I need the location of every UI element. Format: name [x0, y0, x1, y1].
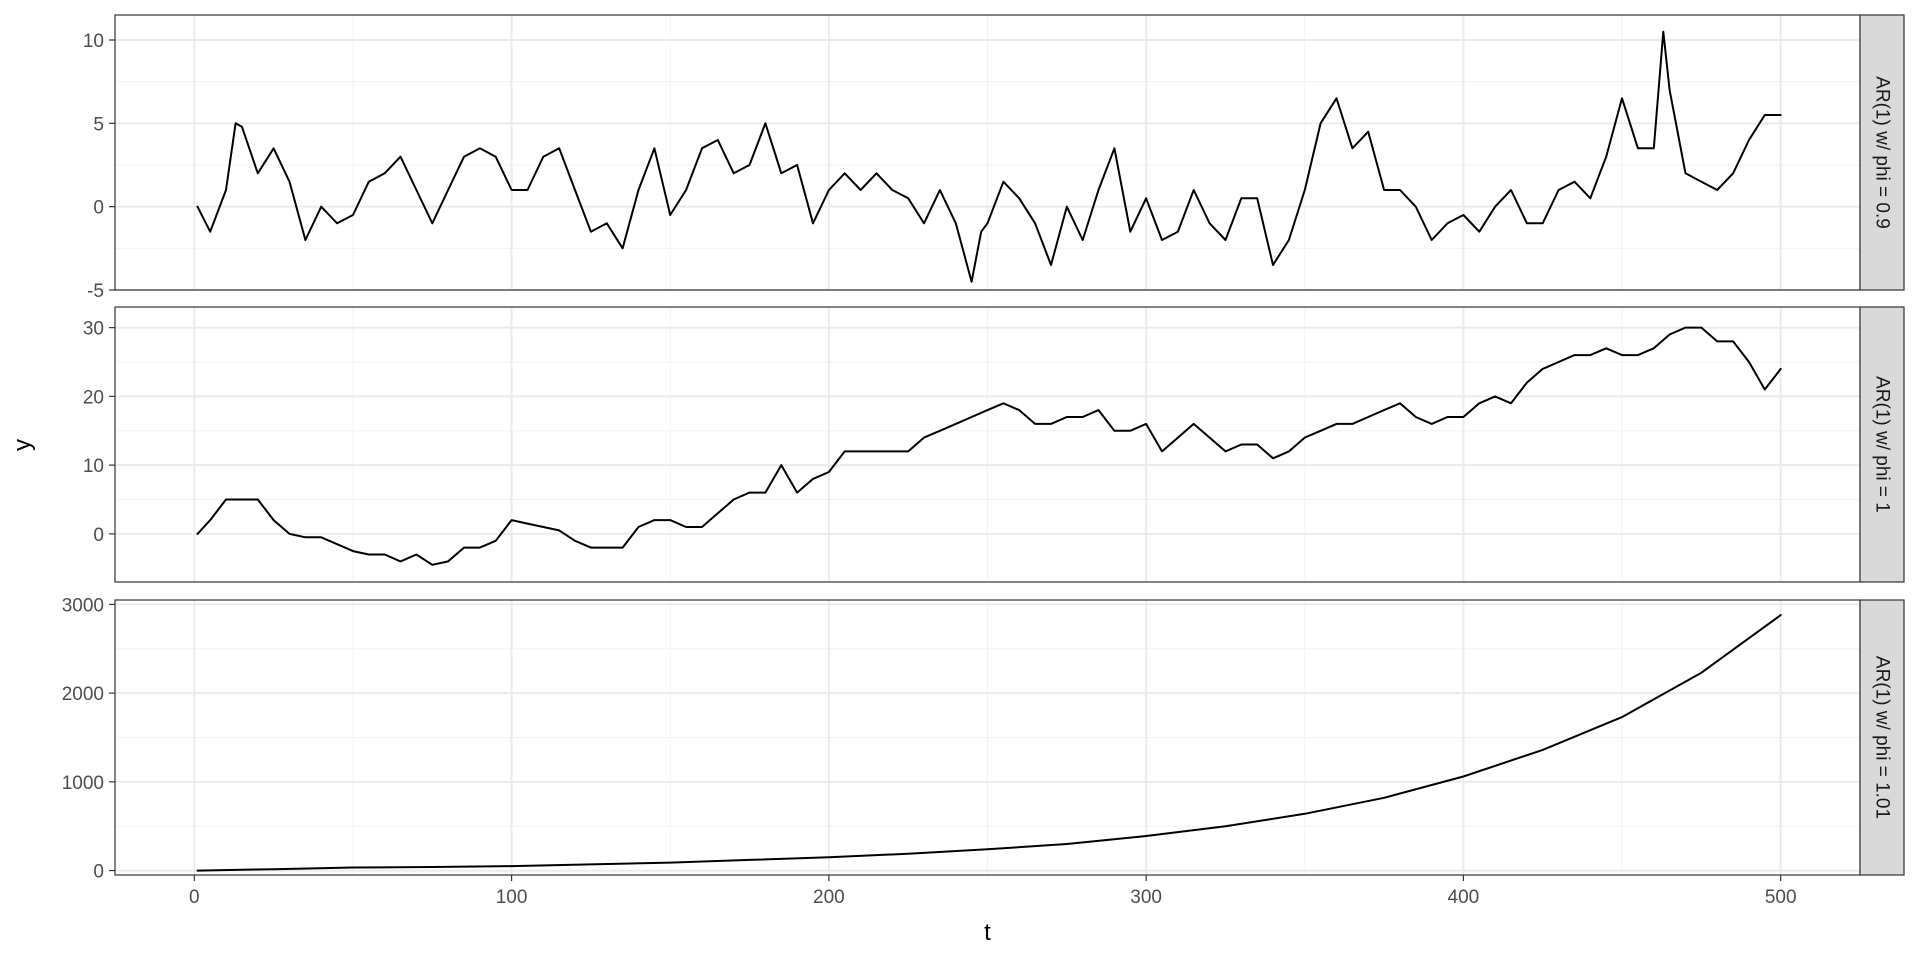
- x-tick-label: 0: [189, 887, 200, 908]
- facet-strip: [1859, 14, 1905, 291]
- y-tick-label: 0: [93, 525, 104, 546]
- y-tick-label: 0: [93, 198, 104, 219]
- panels-layer: -5 0 5 10 AR(1) w/ phi = 0.9 0 10 20 30 AR(1) w/ …: [62, 14, 1905, 908]
- facet-strip-label: AR(1) w/ phi = 1.01: [1872, 656, 1893, 819]
- series-line: [196, 614, 1782, 872]
- y-axis-title: y: [9, 439, 36, 451]
- y-tick-label: 1000: [62, 773, 104, 794]
- x-axis: 0 100 200 300 400 500: [189, 875, 1797, 908]
- facet-strip: [1859, 599, 1905, 876]
- x-tick-label: 100: [496, 887, 528, 908]
- y-tick-label: 30: [83, 319, 104, 340]
- facet-strip-label: AR(1) w/ phi = 1: [1872, 376, 1893, 513]
- x-tick-label: 200: [813, 887, 845, 908]
- y-tick-label: 20: [83, 387, 104, 408]
- x-tick-label: 400: [1448, 887, 1480, 908]
- series-line: [196, 30, 1782, 283]
- y-tick-label: 3000: [62, 595, 104, 616]
- x-tick-label: 500: [1765, 887, 1797, 908]
- y-tick-label: 0: [93, 862, 104, 883]
- y-tick-label: 10: [83, 31, 104, 52]
- panel-2: 0 10 20 30 AR(1) w/ phi = 1: [83, 306, 1905, 583]
- facet-strip: [1859, 306, 1905, 583]
- panel-3: 0 1000 2000 3000 AR(1) w/ phi = 1.01: [62, 595, 1905, 883]
- y-tick-label: 5: [93, 114, 104, 135]
- x-axis-title: t: [984, 919, 991, 946]
- facet-strip-label: AR(1) w/ phi = 0.9: [1872, 76, 1893, 229]
- x-tick-label: 300: [1130, 887, 1162, 908]
- series-line: [196, 326, 1782, 566]
- y-tick-label: 2000: [62, 684, 104, 705]
- y-tick-label: -5: [87, 281, 104, 302]
- y-tick-label: 10: [83, 456, 104, 477]
- panel-1: -5 0 5 10 AR(1) w/ phi = 0.9: [83, 14, 1905, 302]
